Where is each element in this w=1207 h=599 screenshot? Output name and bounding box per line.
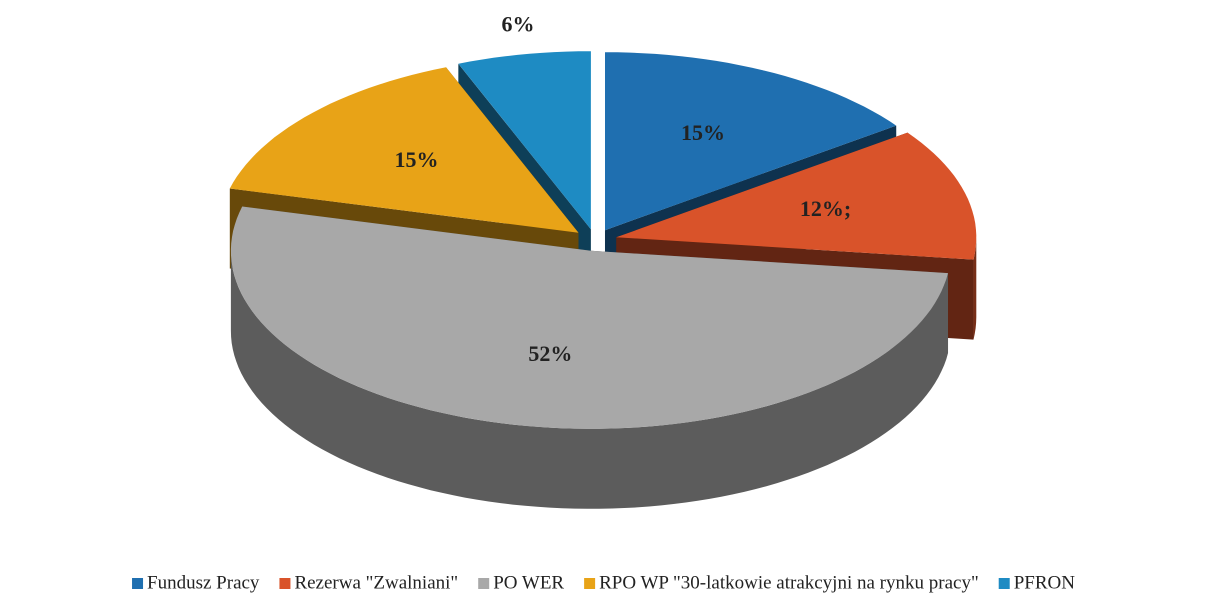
slice-outer-wall <box>230 250 948 509</box>
legend-swatch <box>998 578 1010 589</box>
legend-swatch <box>279 578 291 589</box>
data-label: 52% <box>528 341 572 366</box>
legend: Fundusz Pracy Rezerwa "Zwalniani" PO WER RP… <box>132 572 1075 593</box>
slice-top <box>604 52 897 231</box>
data-label: 15% <box>394 147 438 172</box>
legend-label: Rezerwa "Zwalniani" <box>294 572 458 593</box>
data-label: 12%; <box>800 196 851 221</box>
slice-top <box>458 51 591 230</box>
legend-label: Fundusz Pracy <box>147 572 260 593</box>
slice-top <box>229 67 579 233</box>
data-label: 15% <box>681 120 725 145</box>
legend-label: PFRON <box>1014 572 1076 593</box>
slice-top <box>230 206 948 429</box>
legend-swatch <box>584 578 596 589</box>
legend-label: PO WER <box>493 572 564 593</box>
slice-top <box>616 132 977 260</box>
slice-outer-wall <box>973 237 977 340</box>
data-label: 6% <box>502 11 535 36</box>
legend-swatch <box>478 578 490 589</box>
legend-label: RPO WP "30-latkowie atrakcyjni na rynku … <box>599 572 979 593</box>
legend-swatch <box>132 578 144 589</box>
slice-tops <box>229 51 977 429</box>
